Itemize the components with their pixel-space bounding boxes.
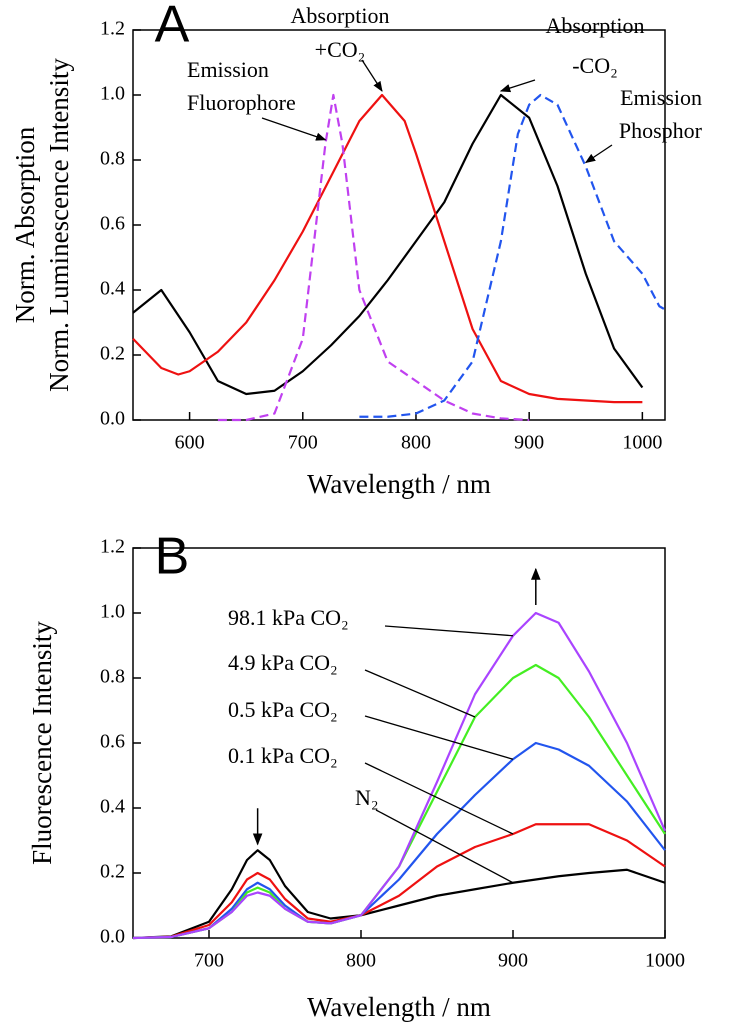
x-axis-title: Wavelength / nm	[307, 992, 491, 1022]
x-tick-label: 1000	[622, 432, 662, 454]
annotation: Absorption	[291, 3, 390, 28]
annotation: Fluorophore	[187, 90, 296, 115]
y-tick-label: 0.4	[100, 796, 125, 818]
y-tick-label: 0.2	[100, 861, 125, 883]
y-tick-label: 0.6	[100, 731, 125, 753]
y-tick-label: 0.0	[100, 926, 125, 948]
annotation: 0.1 kPa CO₂	[228, 743, 338, 768]
leader-line	[364, 715, 514, 760]
annotation: Emission	[620, 85, 702, 110]
x-axis-title: Wavelength / nm	[307, 469, 491, 499]
y-tick-label: 1.2	[100, 536, 125, 558]
y-axis-title: Fluorescence Intensity	[27, 621, 57, 865]
annotation-arrow	[361, 59, 383, 92]
y-axis-title: Norm. Absorption	[10, 126, 40, 323]
annotation: 4.9 kPa CO₂	[228, 650, 338, 675]
leader-line	[375, 809, 514, 884]
plot-frame	[132, 29, 666, 421]
y-tick-label: 0.0	[100, 408, 125, 430]
x-tick-label: 1000	[645, 950, 685, 972]
annotation: -CO₂	[572, 53, 618, 78]
series-line	[132, 663, 666, 940]
panel-letter: A	[155, 0, 190, 54]
x-tick-label: 800	[346, 950, 376, 972]
leader-line	[364, 669, 476, 718]
panel-letter: B	[155, 528, 190, 586]
y-tick-label: 0.8	[100, 148, 125, 170]
annotation: 98.1 kPa CO₂	[228, 605, 349, 630]
x-tick-label: 900	[498, 950, 528, 972]
x-tick-label: 900	[514, 432, 544, 454]
y-tick-label: 0.4	[100, 278, 125, 300]
annotation: Phosphor	[619, 118, 703, 143]
y-tick-label: 0.6	[100, 213, 125, 235]
leader-line	[384, 625, 514, 637]
annotation: +CO₂	[315, 37, 366, 62]
series-line	[132, 849, 666, 940]
annotation-arrow	[584, 144, 613, 164]
annotation: 0.5 kPa CO₂	[228, 697, 338, 722]
series-line	[132, 611, 667, 940]
y-tick-label: 1.0	[100, 83, 125, 105]
series-line	[132, 741, 666, 940]
panel: B 0.0 0.2 0.4 0.6 0.8 1.0 1.2 700 800 900 1000 Wavel…	[27, 528, 685, 1022]
annotation-arrow	[499, 79, 536, 93]
series-line	[359, 93, 666, 418]
x-tick-label: 700	[288, 432, 318, 454]
annotation-arrow	[261, 117, 327, 141]
series-line	[132, 93, 644, 396]
y-axis-title: Norm. Luminescence Intensity	[44, 58, 74, 392]
annotation: Emission	[187, 57, 269, 82]
y-tick-label: 1.0	[100, 601, 125, 623]
x-tick-label: 700	[194, 950, 224, 972]
annotation: N₂	[355, 785, 379, 810]
x-tick-label: 600	[175, 432, 205, 454]
series-line	[132, 93, 643, 404]
series-line	[217, 93, 530, 422]
annotation: Absorption	[546, 13, 645, 38]
series-line	[132, 823, 666, 940]
y-tick-label: 0.8	[100, 666, 125, 688]
x-tick-label: 800	[401, 432, 431, 454]
panel: A 0.0 0.2 0.4 0.6 0.8 1.0 1.2 600 700 800 900 1000 Wa…	[10, 0, 702, 499]
y-tick-label: 0.2	[100, 343, 125, 365]
leader-line	[364, 762, 514, 835]
y-tick-label: 1.2	[100, 18, 125, 40]
